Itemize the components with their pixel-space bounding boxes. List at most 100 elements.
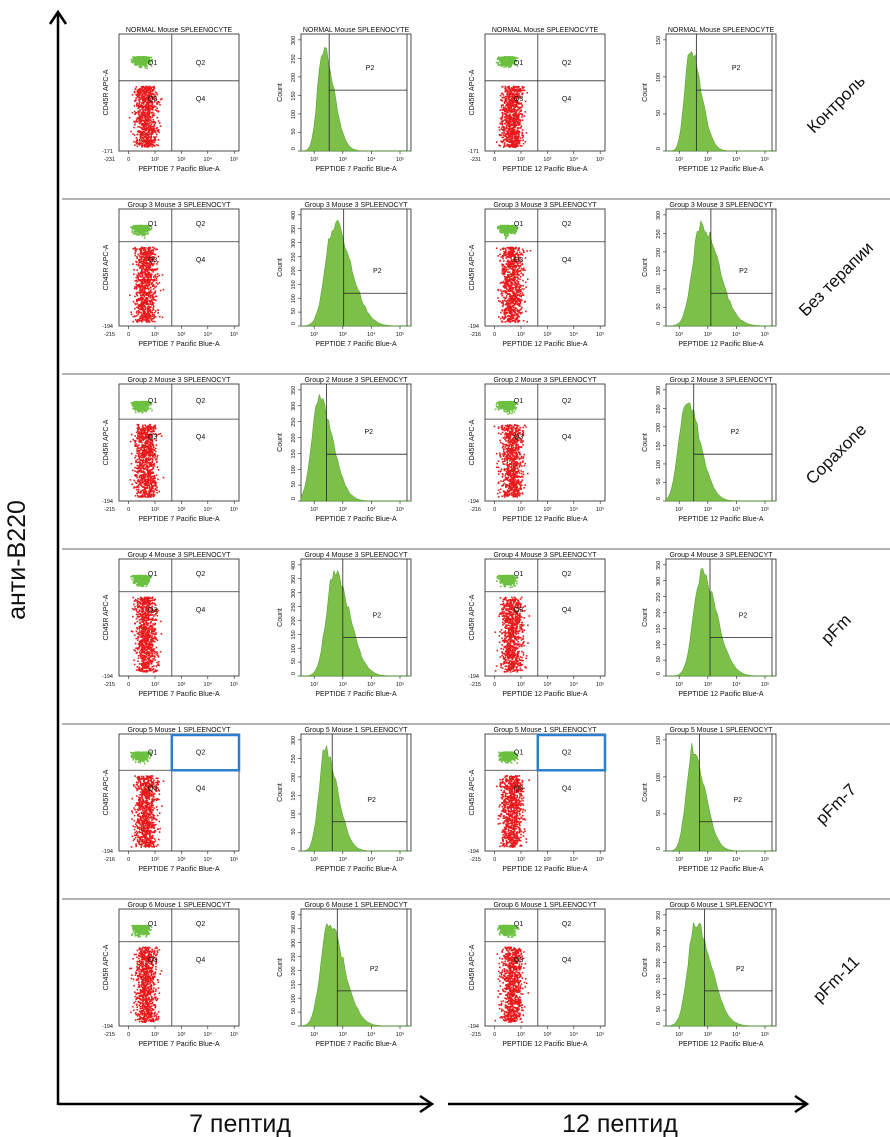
x-min-tick: -216: [470, 507, 481, 513]
x-tick-label: 10⁴: [204, 856, 213, 863]
x-axis-label: PEPTIDE 12 Pacific Blue-A: [502, 516, 588, 523]
x-axis-label: PEPTIDE 7 Pacific Blue-A: [138, 866, 220, 873]
y-tick-label: 100: [291, 644, 297, 653]
quadrant-label-q3: Q3: [514, 785, 523, 792]
histogram-area: [301, 569, 411, 677]
x-tick-label: 10⁵: [761, 156, 769, 163]
x-axis-label: PEPTIDE 12 Pacific Blue-A: [678, 166, 764, 173]
x-tick-label: 10²: [310, 332, 318, 338]
x-tick-label: 10⁴: [204, 681, 213, 688]
x-axis-label: PEPTIDE 7 Pacific Blue-A: [315, 516, 397, 523]
quadrant-label-q3: Q3: [148, 96, 157, 103]
y-tick-label: 100: [656, 460, 662, 469]
p2-gate-label: P2: [732, 65, 741, 72]
x-tick-label: 10³: [339, 332, 347, 338]
x-tick-label: 0: [127, 507, 130, 513]
x-tick-label: 10²: [675, 507, 683, 513]
x-tick-label: 10³: [704, 682, 712, 688]
quadrant-label-q1: Q1: [514, 221, 523, 228]
y-tick-label: 300: [656, 386, 662, 395]
x-tick-label: 10²: [517, 507, 525, 513]
x-tick-label: 10³: [177, 682, 185, 688]
y-tick-label: 250: [291, 953, 297, 962]
histogram-3-2: Group 2 Mouse 3 SPLEENOCYT PEPTIDE 7 Paci…: [277, 377, 412, 523]
x-axis-label: PEPTIDE 7 Pacific Blue-A: [138, 516, 220, 523]
x-tick-label: 10³: [177, 332, 185, 338]
x-axis-label: PEPTIDE 12 Pacific Blue-A: [502, 166, 588, 173]
figure-y-axis-label: анти-B220: [3, 500, 31, 620]
y-tick-label: 250: [291, 754, 297, 763]
y-axis-label: CD45R APC-A: [103, 594, 110, 640]
histogram-6-2: Group 6 Mouse 1 SPLEENOCYT PEPTIDE 7 Paci…: [277, 902, 412, 1048]
x-tick-label: 0: [493, 857, 496, 863]
y-axis-label: Count: [642, 433, 649, 452]
x-tick-label: 10²: [675, 857, 683, 863]
x-axis-arrowhead-left: [419, 1094, 435, 1114]
histogram-2-2: Group 3 Mouse 3 SPLEENOCYT PEPTIDE 7 Paci…: [277, 202, 412, 348]
x-min-tick: -215: [104, 332, 115, 338]
y-min-tick: -194: [468, 674, 479, 680]
row-3: Group 2 Mouse 3 SPLEENOCYT PEPTIDE 7 Paci…: [62, 377, 890, 550]
quadrant-label-q2: Q2: [562, 398, 571, 405]
p2-gate-label: P2: [366, 65, 375, 72]
panel-title: Group 3 Mouse 3 SPLEENOCYT: [493, 202, 597, 209]
panel-title: Group 5 Mouse 1 SPLEENOCYT: [304, 727, 408, 734]
x-tick-label: 10³: [339, 1032, 347, 1038]
row-1: NORMAL Mouse SPLEENOCYTE PEPTIDE 7 Pacifi…: [62, 27, 890, 200]
row-label: pFm: [817, 610, 854, 647]
dot-plot-3-3: Group 2 Mouse 3 SPLEENOCYT PEPTIDE 12 Pac…: [468, 377, 606, 523]
x-axis-label: PEPTIDE 7 Pacific Blue-A: [315, 341, 397, 348]
x-tick-label: 10⁵: [396, 331, 404, 338]
y-axis-label: Count: [277, 608, 284, 627]
quadrant-label-q2: Q2: [196, 221, 205, 228]
y-tick-label: 300: [656, 927, 662, 936]
y-tick-label: 200: [291, 266, 297, 275]
quadrant-label-q1: Q1: [514, 571, 523, 578]
y-axis-arrowhead: [48, 9, 68, 25]
x-axis-label: PEPTIDE 12 Pacific Blue-A: [678, 516, 764, 523]
x-min-tick: -215: [470, 1032, 481, 1038]
quadrant-label-q1: Q1: [514, 60, 523, 67]
x-tick-label: 10⁵: [761, 1031, 769, 1038]
x-tick-label: 10⁴: [570, 506, 579, 513]
histogram-area: [666, 50, 776, 152]
x-tick-label: 0: [493, 157, 496, 163]
y-tick-label: 300: [656, 211, 662, 220]
p2-gate-label: P2: [739, 268, 748, 275]
dot-plot-frame: [484, 208, 606, 327]
event-cloud: [495, 56, 529, 148]
p2-gate-label: P2: [364, 429, 373, 436]
quadrant-label-q4: Q4: [196, 96, 205, 103]
y-tick-label: 150: [656, 36, 662, 45]
y-tick-label: 200: [291, 616, 297, 625]
y-tick-label: 350: [656, 561, 662, 570]
x-axis-label: PEPTIDE 7 Pacific Blue-A: [138, 341, 220, 348]
panel-title: Group 6 Mouse 1 SPLEENOCYT: [493, 902, 597, 909]
x-tick-label: 10³: [543, 1032, 551, 1038]
histogram-area: [665, 402, 776, 502]
panel-title: Group 3 Mouse 3 SPLEENOCYT: [304, 202, 408, 209]
histogram-area: [300, 745, 411, 852]
y-tick-label: 250: [656, 229, 662, 238]
dot-plot-frame: [118, 208, 240, 327]
x-min-tick: -215: [470, 682, 481, 688]
y-axis-label: Count: [642, 83, 649, 102]
x-axis-label: PEPTIDE 12 Pacific Blue-A: [502, 691, 588, 698]
y-axis-label: Count: [277, 958, 284, 977]
row-4: Group 4 Mouse 3 SPLEENOCYT PEPTIDE 7 Paci…: [62, 552, 890, 725]
x-tick-label: 10²: [310, 1032, 318, 1038]
y-tick-label: 350: [656, 911, 662, 920]
panel-title: Group 2 Mouse 3 SPLEENOCYT: [669, 377, 773, 384]
y-tick-label: 50: [656, 810, 662, 816]
y-tick-label: 300: [656, 577, 662, 586]
panel-title: NORMAL Mouse SPLEENOCYTE: [126, 27, 233, 34]
panel-title: Group 2 Mouse 3 SPLEENOCYT: [127, 377, 231, 384]
x-tick-label: 10³: [339, 682, 347, 688]
x-tick-label: 10⁵: [596, 506, 604, 513]
p2-gate-label: P2: [736, 966, 745, 973]
quadrant-label-q2: Q2: [196, 571, 205, 578]
y-tick-label: 350: [291, 386, 297, 395]
quadrant-label-q2: Q2: [196, 398, 205, 405]
y-tick-label: 300: [291, 36, 297, 45]
event-cloud: [128, 56, 163, 148]
